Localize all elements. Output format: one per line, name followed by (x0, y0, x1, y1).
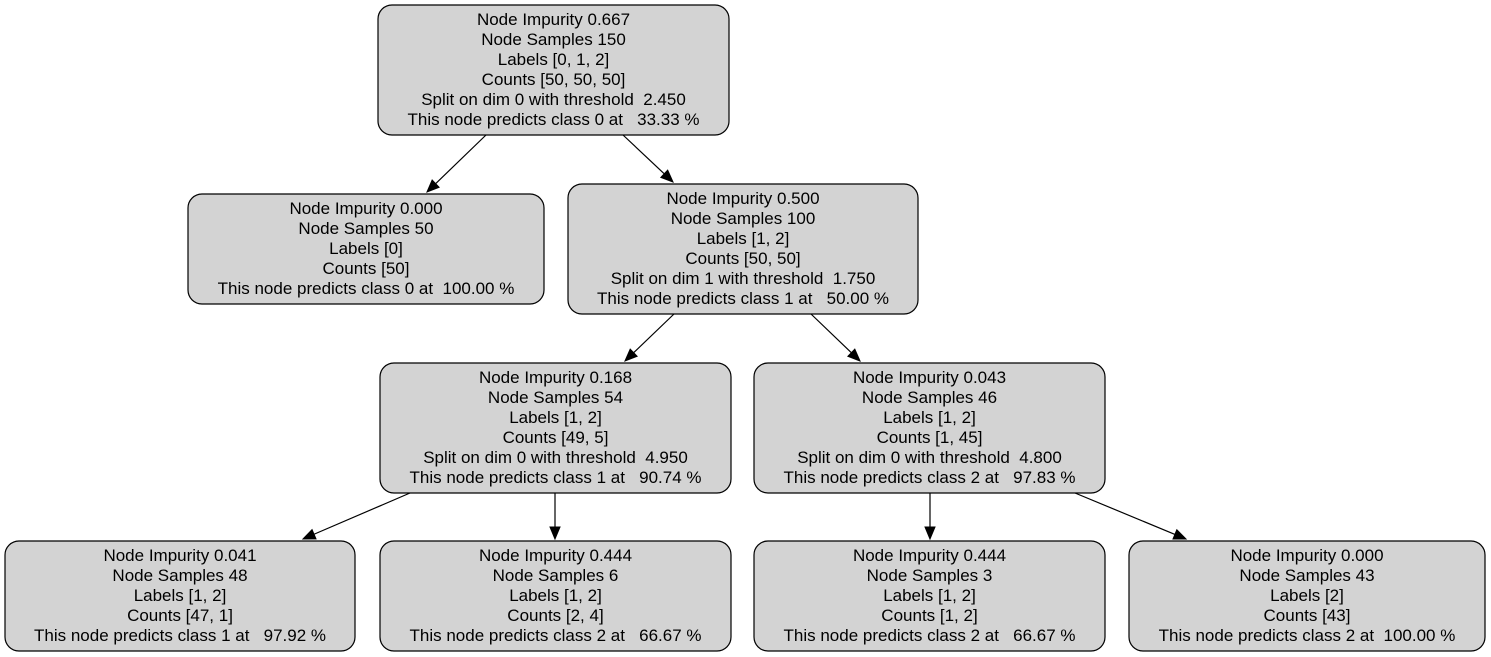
node-line: This node predicts class 2 at 97.83 % (784, 468, 1076, 487)
node-line: Node Impurity 0.500 (666, 189, 819, 208)
edge-right-split-to-mid-right (810, 313, 861, 362)
node-line: Split on dim 0 with threshold 2.450 (421, 90, 686, 109)
node-box (377, 4, 730, 136)
node-line: Node Impurity 0.168 (479, 368, 632, 387)
node-line: Counts [50, 50, 50] (482, 70, 626, 89)
node-line: Node Impurity 0.000 (1230, 546, 1383, 565)
node-box (1128, 540, 1486, 652)
node-line: Labels [1, 2] (509, 586, 602, 605)
arrowhead-icon (624, 348, 639, 362)
node-line: This node predicts class 1 at 97.92 % (34, 626, 326, 645)
node-box (753, 362, 1106, 494)
node-box (753, 540, 1106, 652)
node-line: Labels [1, 2] (883, 408, 976, 427)
edge-mid-right-to-leaf-4 (1074, 492, 1188, 540)
node-box (379, 540, 732, 652)
edge-root-to-left-leaf (426, 134, 487, 193)
node-line: Labels [2] (1270, 586, 1344, 605)
edge-line (435, 134, 487, 185)
node-line: Counts [50, 50] (685, 249, 800, 268)
node-line: Counts [2, 4] (507, 606, 603, 625)
node-line: Node Samples 3 (867, 566, 993, 585)
node-line: Node Impurity 0.444 (853, 546, 1006, 565)
node-line: Labels [0] (329, 239, 403, 258)
node-line: Node Impurity 0.444 (479, 546, 632, 565)
node-line: This node predicts class 1 at 50.00 % (597, 289, 889, 308)
node-line: This node predicts class 2 at 66.67 % (410, 626, 702, 645)
node-box (4, 540, 356, 652)
node-box (567, 183, 919, 315)
edge-mid-right-to-leaf-3 (924, 493, 936, 541)
arrowhead-icon (1172, 528, 1188, 540)
edge-mid-left-to-leaf-2 (549, 493, 561, 541)
node-line: Split on dim 0 with threshold 4.950 (423, 448, 688, 467)
node-line: Labels [1, 2] (883, 586, 976, 605)
node-line: This node predicts class 2 at 100.00 % (1159, 626, 1456, 645)
node-line: This node predicts class 2 at 66.67 % (784, 626, 1076, 645)
node-line: Counts [1, 2] (881, 606, 977, 625)
node-box (187, 193, 545, 305)
node-line: Counts [47, 1] (127, 606, 233, 625)
node-line: Node Impurity 0.000 (289, 199, 442, 218)
node-line: Counts [50] (323, 259, 410, 278)
node-line: Labels [1, 2] (697, 229, 790, 248)
edge-mid-left-to-leaf-1 (301, 492, 411, 540)
node-line: Node Samples 6 (493, 566, 619, 585)
edge-line (313, 492, 411, 535)
arrowhead-icon (659, 169, 674, 183)
node-line: Split on dim 1 with threshold 1.750 (611, 269, 876, 288)
node-line: Node Samples 100 (671, 209, 816, 228)
node-box (379, 362, 732, 494)
arrowhead-icon (549, 526, 561, 541)
edge-line (1074, 492, 1176, 535)
edge-right-split-to-mid-left (624, 313, 675, 362)
arrowhead-icon (426, 179, 440, 193)
node-line: Counts [1, 45] (877, 428, 983, 447)
node-line: Node Samples 48 (112, 566, 247, 585)
edge-line (622, 134, 665, 175)
node-line: Node Samples 150 (481, 30, 626, 49)
node-line: Labels [1, 2] (134, 586, 227, 605)
node-line: This node predicts class 0 at 100.00 % (218, 279, 515, 298)
node-line: This node predicts class 0 at 33.33 % (408, 110, 700, 129)
arrowhead-icon (846, 348, 861, 362)
node-line: Counts [49, 5] (503, 428, 609, 447)
arrowhead-icon (924, 526, 936, 541)
node-line: Node Samples 50 (298, 219, 433, 238)
node-line: Node Samples 46 (862, 388, 997, 407)
node-line: Labels [1, 2] (509, 408, 602, 427)
node-line: Node Samples 54 (488, 388, 623, 407)
node-line: This node predicts class 1 at 90.74 % (410, 468, 702, 487)
node-line: Node Impurity 0.043 (853, 368, 1006, 387)
edge-line (633, 313, 675, 354)
edge-root-to-right-split (622, 134, 674, 183)
arrowhead-icon (301, 528, 317, 540)
node-line: Node Impurity 0.667 (477, 10, 630, 29)
node-line: Node Samples 43 (1239, 566, 1374, 585)
node-line: Node Impurity 0.041 (103, 546, 256, 565)
tree-edges (301, 134, 1188, 541)
edge-line (810, 313, 852, 354)
node-line: Counts [43] (1264, 606, 1351, 625)
node-line: Labels [0, 1, 2] (498, 50, 610, 69)
node-line: Split on dim 0 with threshold 4.800 (797, 448, 1062, 467)
